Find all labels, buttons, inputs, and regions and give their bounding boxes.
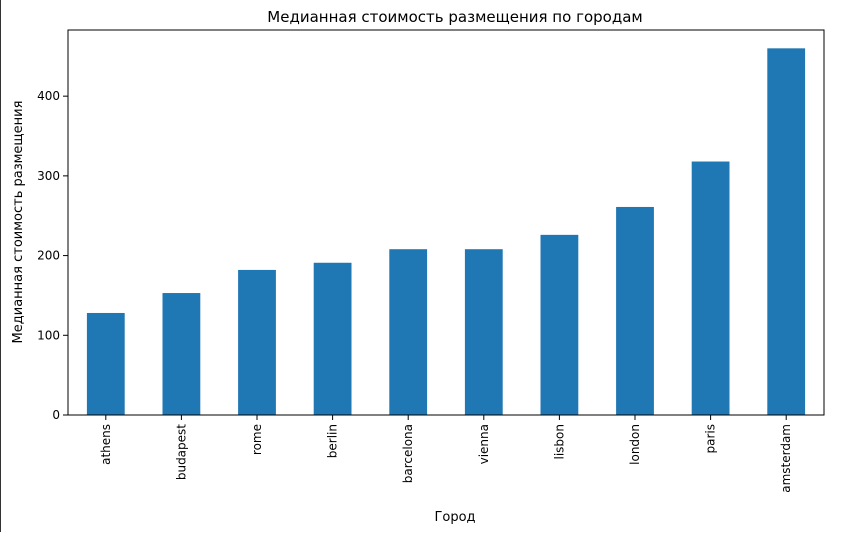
x-tick-label-athens: athens [99, 424, 113, 465]
plot-frame [67, 29, 825, 416]
x-tick-label-london: london [628, 424, 642, 465]
x-tick-label-amsterdam: amsterdam [779, 424, 793, 493]
y-tick-label-100: 100 [37, 328, 60, 342]
y-tick-label-200: 200 [37, 249, 60, 263]
bar-paris [691, 161, 730, 415]
bar-vienna [464, 249, 503, 415]
y-axis-label: Медианная стоимость размещения [11, 101, 26, 344]
plot-area: athens budapest rome berlin barcelona vienna l… [37, 29, 825, 493]
x-tick-label-lisbon: lisbon [552, 424, 566, 459]
bar-amsterdam [767, 48, 806, 415]
bar-rome [238, 269, 276, 415]
x-tick-label-berlin: berlin [326, 424, 340, 458]
y-tick-label-0: 0 [52, 408, 60, 422]
x-tick-label-rome: rome [250, 424, 264, 455]
chart-title: Медианная стоимость размещения по города… [267, 8, 642, 26]
bar-london [616, 206, 654, 415]
x-tick-label-barcelona: barcelona [401, 424, 415, 483]
x-tick-label-budapest: budapest [174, 424, 188, 480]
bar-lisbon [540, 234, 579, 415]
bar-berlin [313, 262, 352, 415]
bar-budapest [162, 293, 201, 415]
y-tick-label-400: 400 [37, 89, 60, 103]
y-tick-label-300: 300 [37, 169, 60, 183]
x-axis-label: Город [434, 510, 475, 525]
x-tick-label-vienna: vienna [477, 424, 491, 464]
x-tick-label-paris: paris [704, 424, 718, 454]
bar-athens [86, 312, 125, 415]
bar-barcelona [389, 249, 428, 415]
